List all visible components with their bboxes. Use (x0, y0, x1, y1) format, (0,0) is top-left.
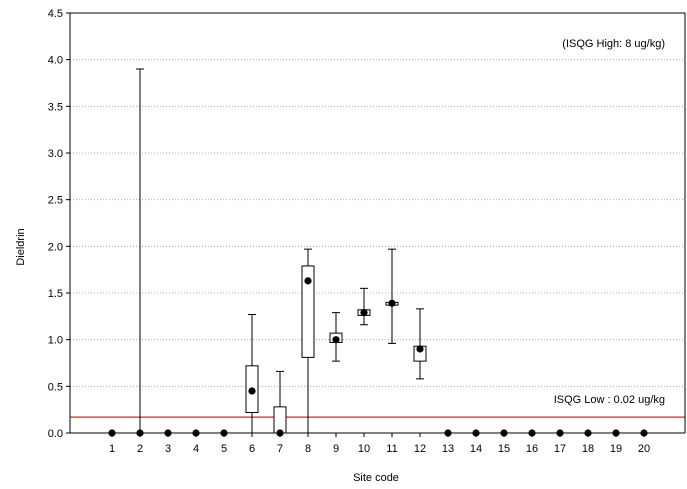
median-point (388, 299, 396, 307)
x-tick-label: 2 (137, 443, 143, 455)
annotation-isqg-high: (ISQG High: 8 ug/kg) (562, 38, 665, 50)
x-tick-label: 17 (554, 443, 566, 455)
x-tick-label: 9 (333, 443, 339, 455)
y-tick-label: 4.5 (48, 8, 63, 20)
x-axis-title: Site code (353, 472, 399, 484)
x-tick-label: 11 (386, 443, 397, 455)
box-iqr (301, 265, 315, 358)
x-tick-label: 18 (582, 443, 594, 455)
box-site-9 (329, 312, 343, 362)
median-point (332, 336, 340, 344)
median-point (360, 309, 368, 317)
y-tick-label: 0.5 (48, 381, 63, 393)
grid-lines (70, 59, 685, 387)
y-tick-label: 0.0 (48, 428, 63, 440)
x-tick-label: 14 (470, 443, 482, 455)
box-site-10 (357, 287, 371, 326)
x-tick-label: 3 (165, 443, 171, 455)
box-site-6 (245, 313, 259, 433)
x-tick-label: 19 (610, 443, 622, 455)
x-tick-label: 20 (638, 443, 650, 455)
box-site-12 (413, 308, 427, 380)
y-tick-label: 3.5 (48, 101, 63, 113)
x-tick-label: 5 (221, 443, 227, 455)
y-tick-label: 1.5 (48, 288, 63, 300)
x-tick-label: 8 (305, 443, 311, 455)
median-point (304, 277, 312, 285)
box-site-2 (136, 68, 144, 437)
box-series (108, 68, 648, 437)
box-site-11 (385, 248, 399, 344)
x-tick-label: 15 (498, 443, 510, 455)
y-tick-label: 1.0 (48, 335, 63, 347)
y-tick-label: 2.0 (48, 241, 63, 253)
axes: 0.00.51.01.52.02.53.03.54.04.51 2 3 4 5 6 7 8 9 1… (48, 8, 686, 455)
y-axis-title: Dieldrin (15, 228, 27, 265)
annotation-isqg-low: ISQG Low : 0.02 ug/kg (554, 394, 665, 406)
y-tick-label: 3.0 (48, 148, 63, 160)
x-tick-label: 4 (193, 443, 199, 455)
median-point (248, 387, 256, 395)
x-tick-label: 7 (277, 443, 283, 455)
box-iqr (273, 406, 287, 434)
x-tick-label: 10 (358, 443, 370, 455)
y-tick-label: 4.0 (48, 55, 63, 67)
box-site-7 (273, 370, 287, 437)
box-site-8 (301, 248, 315, 433)
x-tick-label: 1 (109, 443, 115, 455)
x-tick-label: 6 (249, 443, 255, 455)
x-tick-label: 12 (414, 443, 426, 455)
median-point (416, 345, 424, 353)
x-tick-label: 13 (442, 443, 454, 455)
x-tick-label: 16 (526, 443, 538, 455)
y-tick-label: 2.5 (48, 195, 63, 207)
